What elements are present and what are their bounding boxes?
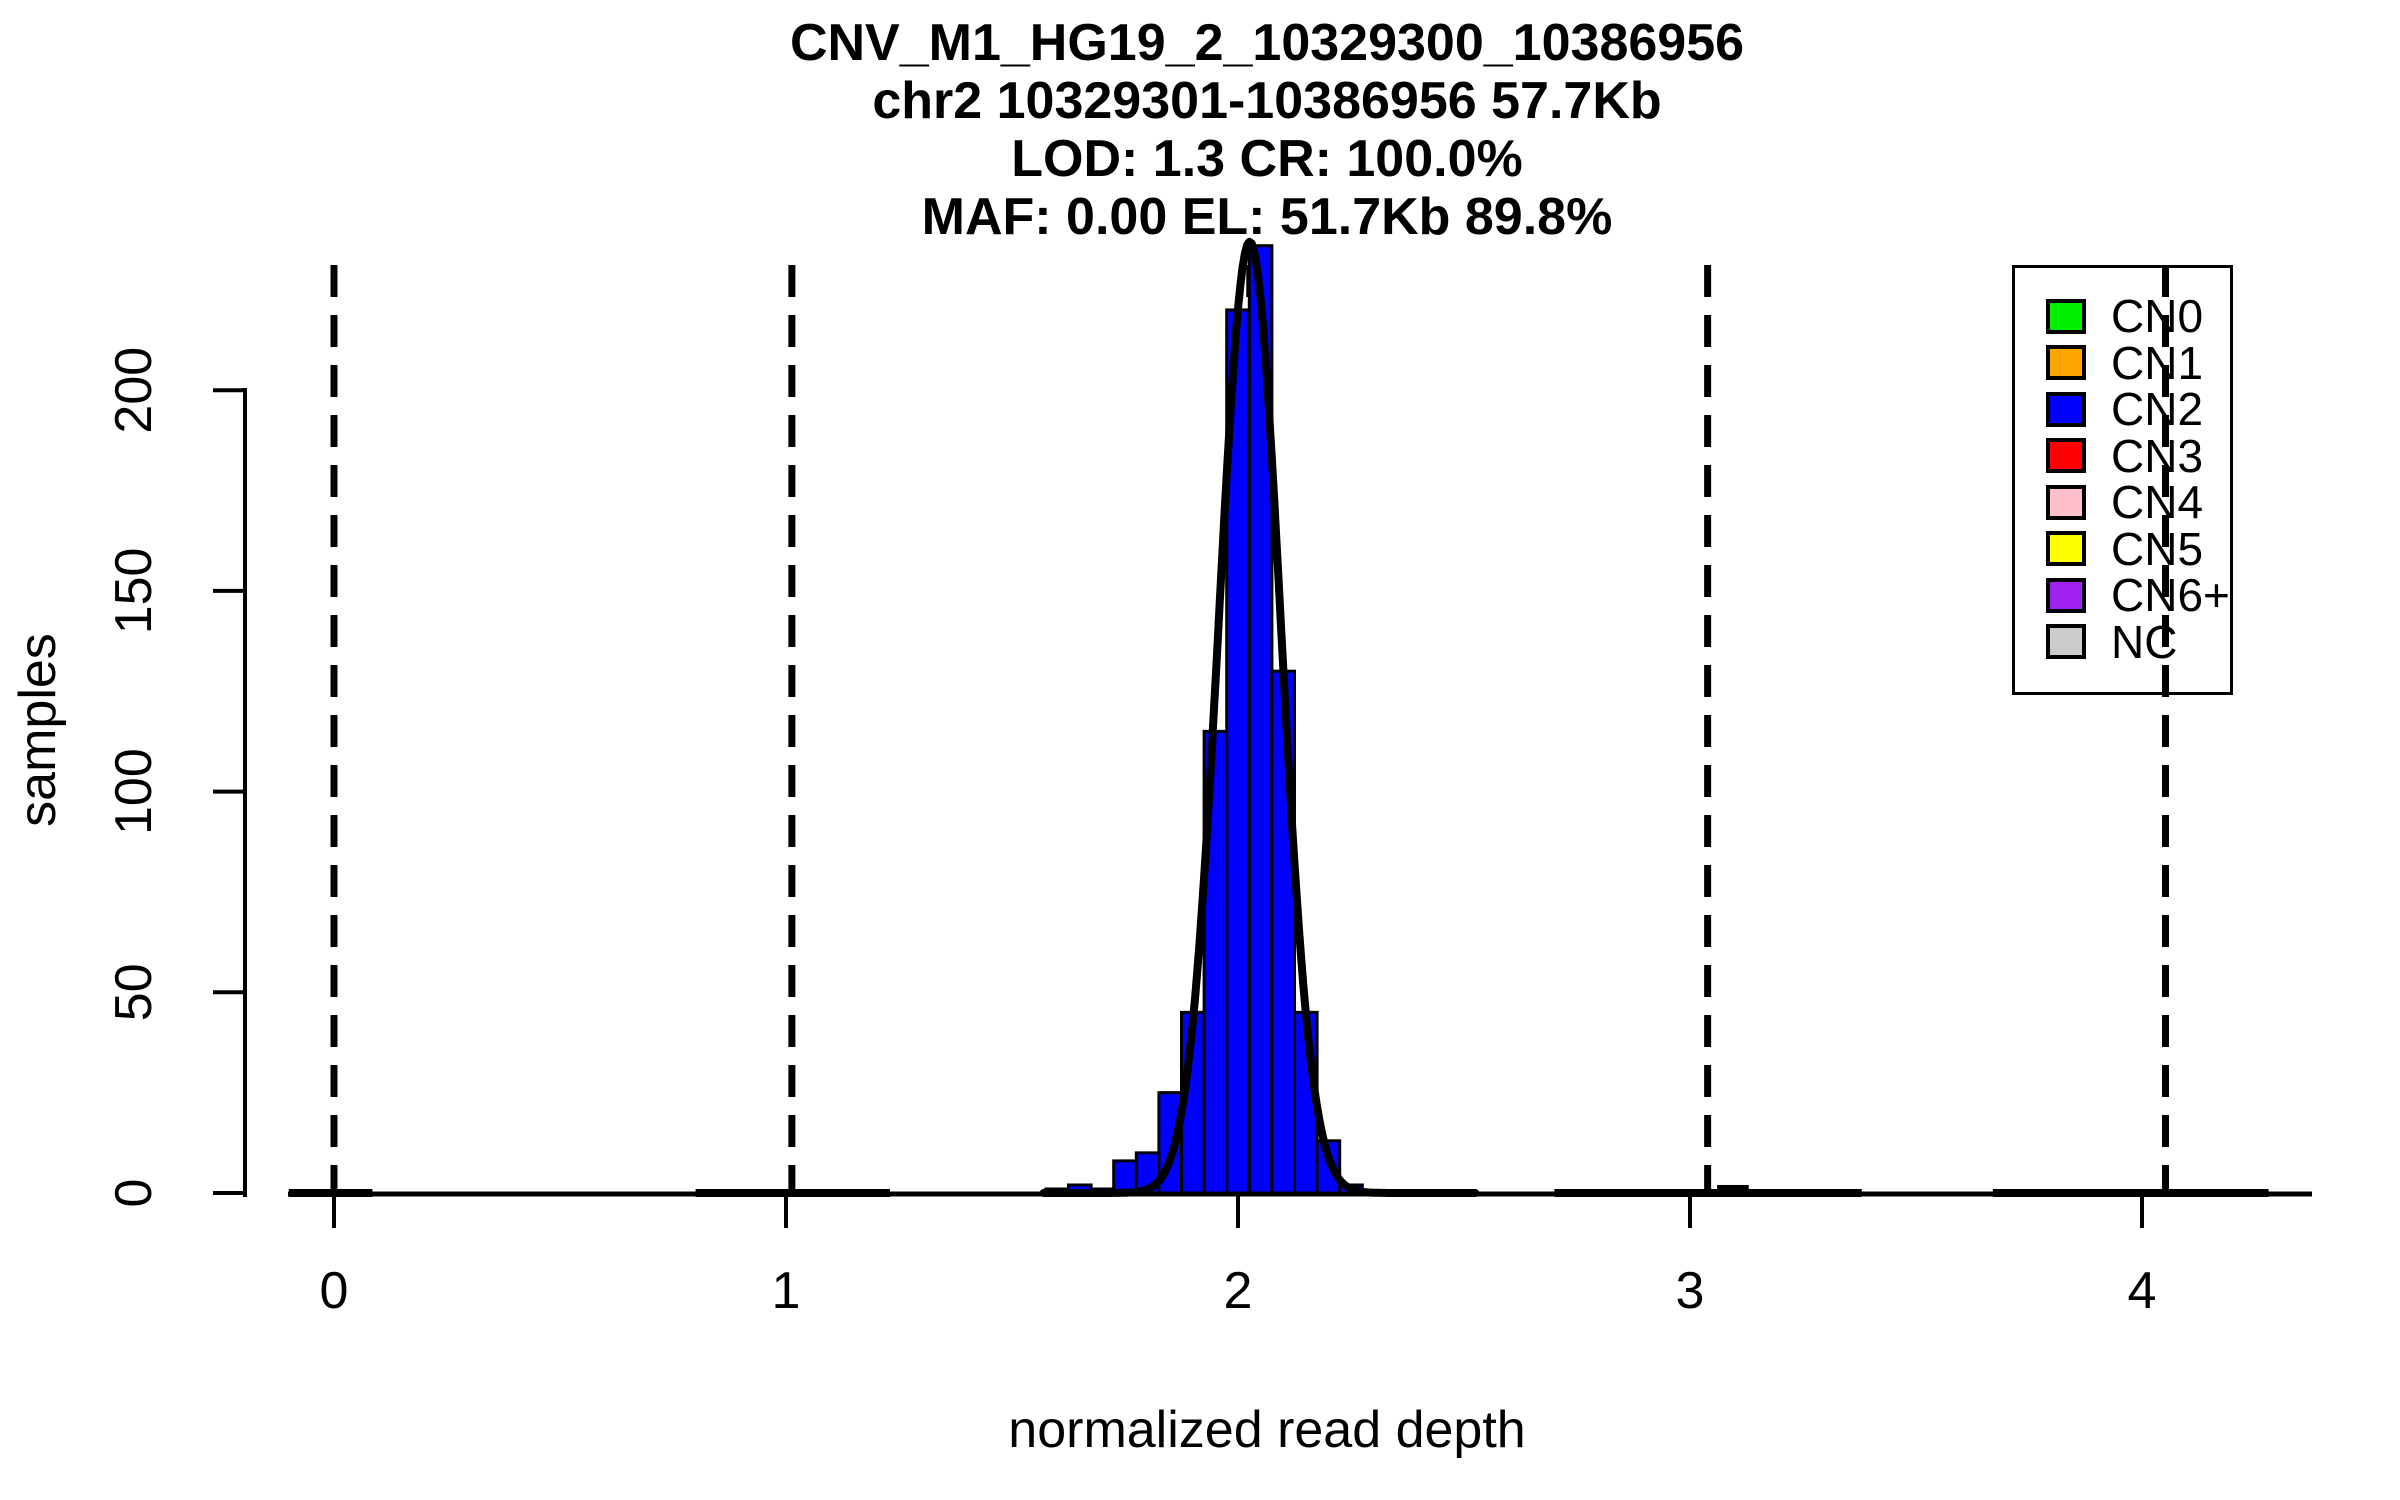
title-line-cnv-id: CNV_M1_HG19_2_10329300_10386956 — [789, 14, 1745, 72]
x-tick-label: 3 — [1676, 1262, 1705, 1320]
legend-swatch-nc — [2046, 624, 2086, 659]
title-line-lod-cr: LOD: 1.3 CR: 100.0% — [1011, 130, 1523, 188]
title-line-locus: chr2 10329301-10386956 57.7Kb — [872, 72, 1662, 130]
legend-swatch-cn1 — [2046, 345, 2086, 380]
legend-item-cn5: CN5 — [2015, 522, 2230, 575]
y-tick-label: 150 — [105, 548, 163, 635]
title-line-maf-el: MAF: 0.00 EL: 51.7Kb 89.8% — [921, 188, 1613, 246]
legend-item-cn3: CN3 — [2015, 429, 2230, 482]
legend-label: CN1 — [2111, 336, 2204, 389]
legend-swatch-cn2 — [2046, 391, 2086, 427]
legend-label: CN4 — [2111, 476, 2204, 528]
x-tick-label: 2 — [1224, 1262, 1253, 1320]
y-tick-label: 200 — [105, 347, 163, 434]
x-tick-label: 1 — [772, 1262, 801, 1320]
histogram-bar — [1112, 1159, 1138, 1195]
legend-label: CN2 — [2111, 383, 2204, 435]
chart-title-block: CNV_M1_HG19_2_10329300_10386956 chr2 103… — [234, 14, 2300, 246]
legend-swatch-cn6plus — [2046, 577, 2086, 613]
legend-swatch-cn0 — [2046, 298, 2086, 334]
y-tick-label: 100 — [105, 748, 163, 835]
legend-label: CN5 — [2111, 522, 2204, 575]
legend-item-cn6plus: CN6+ — [2015, 569, 2230, 621]
legend-item-cn0: CN0 — [2015, 290, 2230, 342]
legend-item-cn4: CN4 — [2015, 476, 2230, 528]
x-tick-label: 0 — [320, 1262, 349, 1320]
legend-label: CN6+ — [2111, 569, 2230, 621]
y-tick-label: 50 — [105, 963, 163, 1021]
legend-label: CN3 — [2111, 429, 2204, 482]
legend-item-cn1: CN1 — [2015, 336, 2230, 389]
legend-swatch-cn3 — [2046, 438, 2086, 473]
legend-label: CN0 — [2111, 290, 2204, 342]
x-axis-title: normalized read depth — [1008, 1401, 1526, 1459]
legend-item-nc: NC — [2015, 615, 2230, 668]
x-tick-label: 4 — [2128, 1262, 2157, 1320]
y-tick-label: 0 — [105, 1179, 163, 1208]
legend: CN0 CN1 CN2 CN3 CN4 CN5 CN6+ NC — [2012, 265, 2233, 695]
legend-swatch-cn4 — [2046, 484, 2086, 520]
y-axis-title: samples — [9, 633, 67, 827]
legend-item-cn2: CN2 — [2015, 383, 2230, 435]
legend-swatch-cn5 — [2046, 531, 2086, 566]
legend-label: NC — [2111, 615, 2178, 668]
